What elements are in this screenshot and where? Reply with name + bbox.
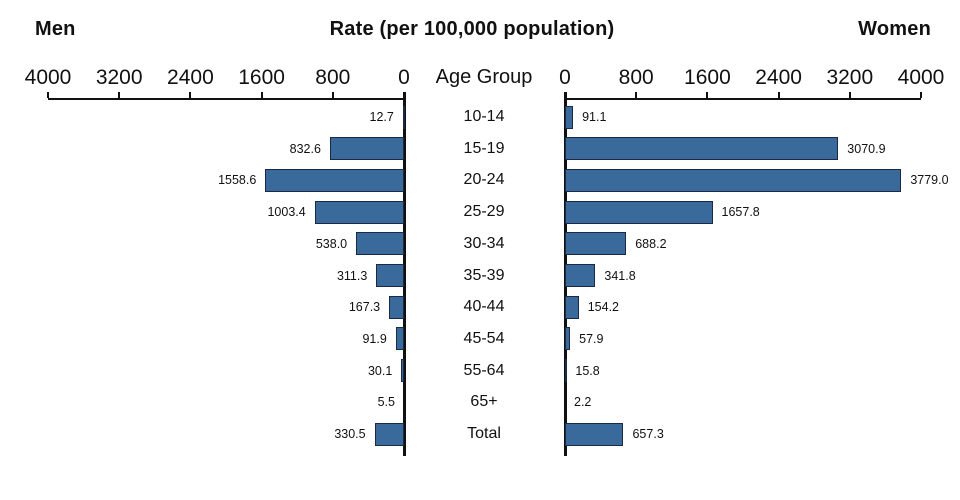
men-side-label: Men — [35, 18, 76, 40]
women-bar — [565, 105, 574, 129]
axis-tick-label-right: 2400 — [755, 66, 802, 89]
men-bar-value: 167.3 — [348, 300, 381, 315]
men-bar — [401, 359, 404, 383]
axis-tick-label-right: 3200 — [826, 66, 874, 89]
women-bar-value: 154.2 — [587, 300, 619, 315]
women-side-label: Women — [858, 18, 931, 40]
axis-tick-label-right: 1600 — [684, 66, 731, 89]
age-group-label: 10-14 — [463, 108, 505, 125]
women-bar-value: 657.3 — [632, 427, 664, 441]
axis-tick-mark-left — [118, 92, 121, 98]
men-bar — [389, 295, 404, 319]
axis-tick-label-left: 3200 — [95, 66, 143, 89]
axis-tick-mark-left — [331, 92, 334, 98]
axis-tick-label-left: 800 — [315, 66, 351, 89]
age-group-label: 30-34 — [463, 234, 505, 252]
men-bar — [376, 264, 404, 287]
men-bar — [374, 422, 404, 446]
age-group-label: 55-64 — [463, 361, 505, 379]
women-bar-value: 2.2 — [574, 395, 592, 410]
age-group-label: 40-44 — [463, 298, 505, 316]
axis-tick-mark-right — [777, 92, 780, 98]
age-group-label: 35-39 — [463, 266, 505, 284]
men-bar — [356, 232, 404, 256]
axis-tick-label-left: 2400 — [167, 66, 214, 89]
women-bar-value: 3070.9 — [847, 141, 886, 156]
women-bar — [565, 168, 902, 192]
axis-tick-mark-right — [635, 92, 638, 98]
women-bar-value: 3779.0 — [910, 173, 949, 188]
axis-tick-mark-right — [920, 92, 922, 98]
age-group-label: Total — [467, 425, 501, 442]
women-bar — [565, 422, 624, 446]
men-bar-value: 330.5 — [334, 427, 366, 441]
men-bar — [314, 200, 404, 224]
men-bar — [402, 105, 405, 129]
age-group-label: 25-29 — [463, 203, 505, 221]
axis-tick-label-left: 0 — [398, 66, 410, 89]
men-bar-value: 1003.4 — [267, 205, 306, 220]
women-bar — [565, 295, 579, 319]
chart-title: Rate (per 100,000 population) — [329, 18, 615, 40]
women-bar — [565, 264, 596, 287]
men-bar — [329, 137, 404, 161]
axis-tick-mark-right — [848, 92, 851, 98]
age-group-label: 15-19 — [463, 139, 505, 157]
axis-tick-label-left: 1600 — [238, 66, 285, 89]
women-bar — [565, 327, 571, 351]
women-bar — [565, 200, 713, 224]
axis-line-right — [565, 98, 921, 100]
age-group-label: 45-54 — [463, 329, 505, 347]
men-bar-value: 30.1 — [367, 363, 393, 378]
age-group-label: 65+ — [470, 393, 498, 411]
men-bar-value: 832.6 — [289, 141, 321, 156]
axis-tick-label-left: 4000 — [24, 66, 72, 89]
axis-tick-label-right: 0 — [559, 66, 571, 89]
men-bar-value: 5.5 — [377, 395, 395, 410]
women-bar-value: 688.2 — [635, 236, 667, 251]
age-group-label: 20-24 — [463, 171, 505, 189]
men-bar — [395, 327, 404, 351]
men-bar — [265, 168, 404, 192]
axis-tick-mark-left — [47, 92, 49, 98]
axis-spine-left — [402, 92, 406, 456]
axis-tick-mark-left — [260, 92, 263, 98]
men-bar-value: 311.3 — [336, 268, 368, 283]
age-group-axis-title: Age Group — [435, 66, 533, 88]
women-bar-value: 57.9 — [579, 331, 604, 346]
axis-tick-label-right: 4000 — [897, 66, 945, 89]
women-bar-value: 15.8 — [575, 363, 600, 378]
men-bar-value: 91.9 — [362, 331, 387, 346]
men-bar-value: 12.7 — [369, 110, 394, 124]
men-bar-value: 1558.6 — [218, 173, 257, 188]
axis-tick-label-right: 800 — [618, 66, 654, 89]
men-bar-value: 538.0 — [315, 236, 348, 251]
women-bar-value: 1657.8 — [721, 205, 760, 220]
women-bar — [565, 137, 839, 161]
women-bar-value: 341.8 — [604, 268, 636, 283]
axis-line-left — [48, 98, 404, 100]
women-bar-value: 91.1 — [582, 110, 607, 124]
women-bar — [565, 359, 567, 383]
axis-tick-mark-right — [706, 92, 709, 98]
axis-tick-mark-left — [189, 92, 192, 98]
women-bar — [565, 232, 627, 256]
